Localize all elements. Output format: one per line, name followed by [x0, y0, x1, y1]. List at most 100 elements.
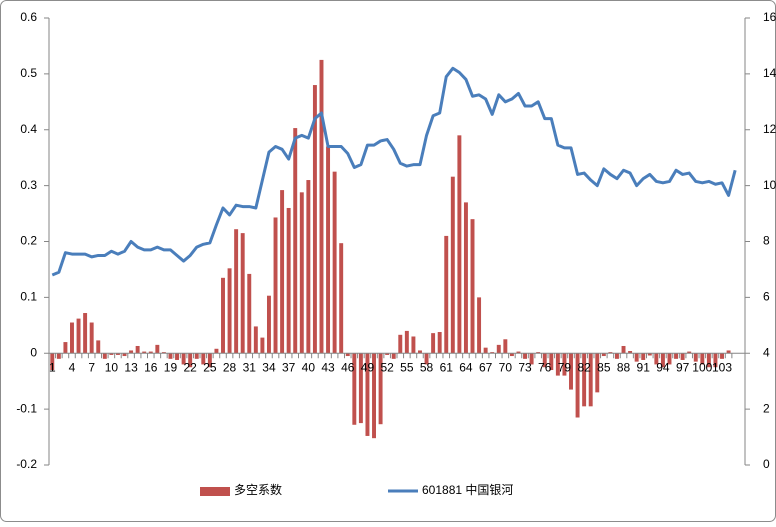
bar — [404, 330, 409, 354]
bar — [50, 353, 55, 371]
bar — [569, 353, 573, 390]
x-tick-label: 52 — [380, 360, 394, 374]
bar — [503, 339, 508, 354]
bar — [536, 352, 541, 354]
bar — [450, 176, 455, 354]
y2-tick-label: 12 — [763, 122, 776, 136]
bar — [148, 351, 153, 354]
bar — [135, 345, 140, 354]
bar — [227, 268, 232, 354]
bar — [161, 352, 166, 354]
bar — [76, 318, 81, 354]
y2-tick-label: 4 — [763, 345, 770, 359]
x-tick-label: 100 — [692, 360, 712, 374]
bar — [470, 219, 475, 354]
bar — [641, 353, 646, 360]
bar — [102, 353, 107, 359]
bar — [418, 350, 422, 354]
bar — [188, 353, 193, 368]
bar — [700, 353, 705, 365]
bar — [273, 217, 278, 354]
bar — [608, 352, 613, 354]
bar — [621, 345, 626, 354]
bar — [720, 353, 724, 359]
y2-tick-label: 10 — [763, 178, 776, 192]
bar — [326, 146, 331, 354]
bar — [358, 353, 363, 424]
bar — [122, 353, 127, 357]
bar — [463, 202, 468, 354]
y-tick-label: -0.1 — [16, 401, 37, 415]
x-tick-label: 67 — [479, 360, 493, 374]
x-tick-label: 70 — [499, 360, 513, 374]
y-tick-label: -0.2 — [16, 457, 37, 471]
bar — [352, 353, 357, 425]
bar — [201, 353, 206, 365]
bar — [63, 342, 68, 354]
x-tick-label: 40 — [302, 360, 316, 374]
bar — [306, 180, 311, 354]
x-tick-label: 58 — [420, 360, 434, 374]
bar — [175, 353, 180, 360]
bar — [509, 353, 514, 357]
bar — [674, 353, 679, 359]
x-tick-label: 25 — [203, 360, 217, 374]
bar — [247, 273, 252, 354]
bar — [260, 337, 265, 354]
bar — [372, 353, 376, 439]
y-tick-label: 0.3 — [20, 178, 37, 192]
bar — [332, 171, 337, 354]
bar — [667, 353, 672, 365]
bar — [477, 297, 482, 354]
x-tick-label: 22 — [183, 360, 197, 374]
bar — [693, 353, 698, 362]
bar — [575, 353, 580, 418]
bar — [424, 353, 429, 365]
x-tick-label: 10 — [105, 360, 119, 374]
bar — [483, 347, 488, 354]
bar — [523, 353, 528, 359]
legend-swatch — [200, 487, 230, 496]
x-tick-label: 55 — [400, 360, 414, 374]
x-tick-label: 16 — [144, 360, 158, 374]
x-tick-label: 13 — [124, 360, 138, 374]
bar — [293, 128, 298, 354]
bar — [496, 344, 501, 354]
bar — [240, 233, 245, 354]
bar — [339, 243, 344, 354]
y-tick-label: 0 — [30, 345, 37, 359]
x-tick-label: 91 — [637, 360, 651, 374]
bar — [109, 353, 114, 355]
bar — [680, 353, 685, 360]
bar — [595, 353, 600, 393]
bar — [365, 353, 370, 436]
bar — [378, 353, 383, 425]
x-tick-label: 1 — [49, 360, 56, 374]
x-tick-label: 34 — [262, 360, 276, 374]
bar — [385, 353, 390, 355]
bar — [542, 353, 547, 368]
legend-label: 多空系数 — [234, 482, 282, 497]
bar — [555, 353, 560, 376]
x-tick-label: 64 — [459, 360, 473, 374]
bar — [168, 353, 173, 359]
x-tick-label: 97 — [676, 360, 690, 374]
x-tick-label: 79 — [558, 360, 572, 374]
bar — [312, 85, 317, 354]
bar — [221, 277, 225, 354]
y-tick-label: 0.1 — [20, 290, 37, 304]
bar — [516, 351, 521, 354]
bar — [444, 235, 449, 354]
bar — [582, 353, 587, 407]
bar — [654, 353, 659, 365]
bar — [142, 351, 147, 354]
bar — [713, 353, 718, 368]
bar — [529, 353, 534, 365]
x-tick-label: 85 — [597, 360, 611, 374]
y2-tick-label: 0 — [763, 457, 770, 471]
y2-tick-label: 2 — [763, 401, 770, 415]
x-tick-label: 46 — [341, 360, 355, 374]
